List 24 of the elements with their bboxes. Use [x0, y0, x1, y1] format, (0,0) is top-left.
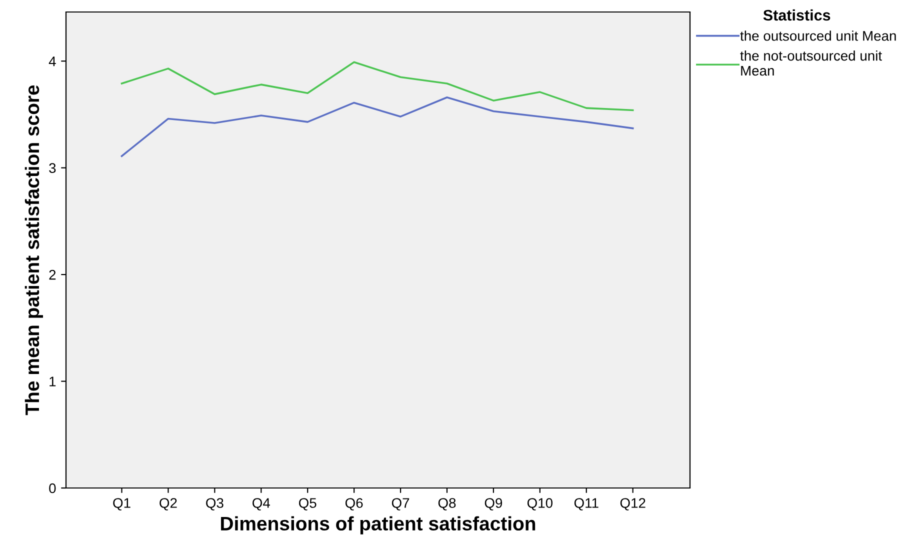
y-axis-title: The mean patient satisfaction score — [24, 85, 43, 416]
legend-label: the not-outsourced unit Mean — [740, 50, 882, 76]
x-tick-label: Q1 — [113, 498, 130, 510]
x-tick-label: Q10 — [527, 498, 553, 510]
x-axis-title: Dimensions of patient satisfaction — [221, 516, 536, 534]
legend-label: the outsourced unit Mean — [740, 30, 896, 41]
y-tick-label: 0 — [49, 483, 56, 494]
x-tick-label: Q2 — [160, 498, 177, 510]
x-tick-label: Q7 — [392, 498, 410, 510]
x-tick-label: Q4 — [252, 498, 270, 510]
x-tick-label: Q9 — [484, 498, 502, 510]
line-series — [120, 61, 634, 112]
x-tick-label: Q3 — [206, 498, 224, 510]
y-tick-label: 4 — [48, 56, 56, 66]
x-tick-label: Q11 — [574, 498, 598, 510]
x-tick-label: Q8 — [438, 498, 456, 510]
x-tick-label: Q12 — [620, 498, 646, 510]
y-tick-label: 1 — [50, 376, 56, 386]
y-tick-label: 3 — [49, 163, 56, 173]
legend-title: Statistics — [763, 9, 830, 21]
x-tick-label: Q6 — [345, 498, 363, 510]
x-tick-label: Q5 — [299, 498, 316, 510]
y-tick-label: 2 — [49, 270, 56, 280]
line-series — [120, 96, 634, 157]
